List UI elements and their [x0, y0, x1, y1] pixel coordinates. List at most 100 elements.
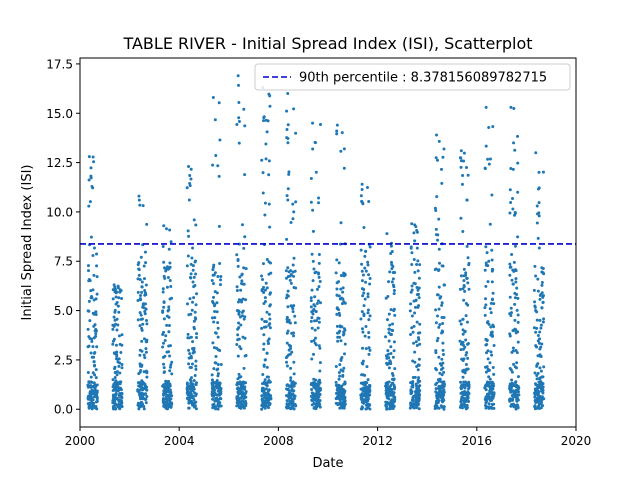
data-point: [488, 381, 492, 385]
data-point: [464, 271, 468, 275]
data-point: [343, 352, 346, 356]
data-point: [492, 391, 496, 395]
data-point: [186, 332, 190, 336]
data-point: [118, 380, 122, 384]
data-point: [91, 345, 95, 349]
data-point: [359, 194, 363, 198]
data-point: [265, 383, 269, 387]
data-point: [459, 348, 463, 352]
data-point: [489, 390, 493, 394]
data-point: [513, 381, 517, 385]
data-point: [242, 396, 246, 400]
data-point: [238, 380, 242, 384]
data-point: [465, 406, 469, 410]
data-point: [287, 385, 291, 389]
data-point: [235, 401, 239, 405]
data-point: [94, 376, 98, 380]
data-point: [89, 393, 93, 397]
data-point: [287, 353, 291, 357]
data-point: [533, 300, 537, 304]
data-point: [195, 332, 199, 336]
data-point: [141, 386, 145, 390]
data-point: [115, 354, 119, 358]
data-point: [211, 397, 215, 401]
data-point: [137, 381, 141, 385]
data-point: [236, 74, 240, 78]
data-point: [535, 377, 539, 381]
data-point: [514, 384, 518, 388]
data-point: [512, 269, 516, 273]
data-point: [491, 383, 495, 387]
data-point: [242, 282, 246, 286]
data-point: [487, 322, 491, 326]
data-point: [487, 375, 491, 379]
data-point: [367, 331, 371, 335]
data-point: [292, 407, 296, 411]
data-point: [466, 341, 470, 345]
data-point: [293, 269, 297, 273]
data-point: [263, 358, 267, 362]
data-point: [309, 394, 313, 398]
data-point: [136, 277, 140, 281]
data-point: [211, 163, 215, 167]
data-point: [512, 106, 516, 110]
data-point: [213, 391, 217, 395]
data-point: [268, 317, 272, 321]
data-point: [311, 147, 315, 151]
data-point: [289, 346, 293, 350]
data-point: [359, 317, 363, 321]
data-point: [268, 225, 272, 229]
data-point: [509, 306, 513, 310]
data-point: [284, 269, 288, 273]
data-point: [291, 217, 295, 221]
data-point: [360, 327, 364, 331]
data-point: [318, 280, 322, 284]
data-point: [117, 334, 121, 338]
data-point: [392, 349, 396, 353]
data-point: [219, 283, 223, 287]
data-point: [237, 326, 241, 330]
data-point: [487, 259, 491, 263]
data-point: [185, 383, 189, 387]
data-point: [114, 357, 118, 361]
data-point: [462, 368, 466, 372]
data-point: [94, 368, 98, 372]
data-point: [464, 314, 468, 318]
data-point: [236, 264, 240, 268]
data-point: [214, 384, 218, 388]
legend-box: [254, 63, 571, 91]
data-point: [360, 397, 364, 401]
data-point: [138, 297, 142, 301]
data-point: [188, 275, 192, 279]
data-point: [313, 402, 317, 406]
data-point: [361, 359, 365, 363]
data-point: [260, 288, 264, 292]
data-point: [485, 383, 489, 387]
data-point: [215, 378, 219, 382]
data-point: [538, 376, 542, 380]
data-point: [435, 391, 439, 395]
data-point: [95, 264, 99, 268]
data-point: [534, 330, 538, 334]
data-point: [485, 405, 489, 409]
data-point: [114, 295, 118, 299]
data-point: [292, 334, 296, 338]
data-point: [515, 293, 519, 297]
data-point: [484, 370, 488, 374]
data-point: [486, 357, 490, 361]
data-point: [388, 323, 392, 327]
data-point: [168, 228, 172, 232]
data-point: [409, 333, 413, 337]
data-point: [292, 372, 296, 376]
data-point: [367, 352, 371, 356]
data-point: [260, 317, 264, 321]
data-point: [142, 264, 146, 268]
data-point: [261, 262, 265, 266]
data-point: [165, 388, 169, 392]
data-point: [339, 357, 343, 361]
data-point: [239, 389, 243, 393]
data-point: [317, 261, 321, 265]
data-point: [238, 396, 242, 400]
data-point: [240, 392, 244, 396]
data-point: [187, 198, 191, 202]
